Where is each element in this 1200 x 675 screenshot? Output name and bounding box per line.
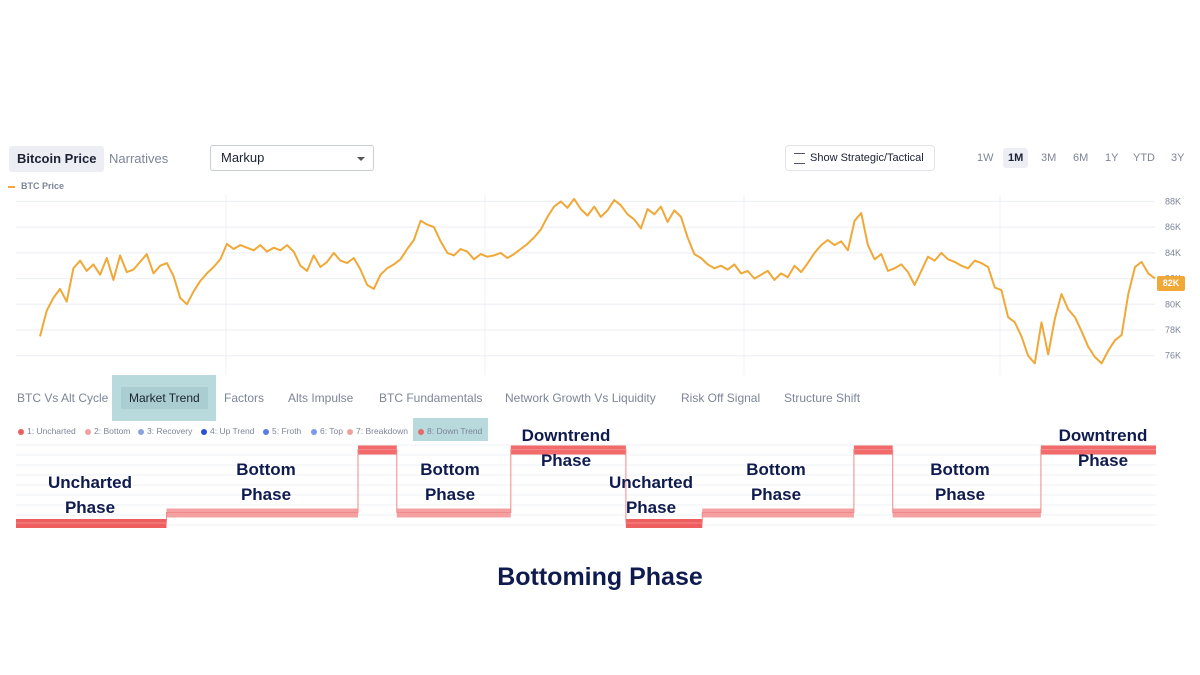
show-strategic-tactical-label: Show Strategic/Tactical: [810, 152, 924, 164]
price-y-tick: 88K: [1165, 196, 1181, 206]
annotation-uncharted-phase-2: Uncharted Phase: [591, 470, 711, 520]
legend-item-breakdown[interactable]: 7: Breakdown: [347, 423, 408, 439]
tab-network-growth-vs-liquidity[interactable]: Network Growth Vs Liquidity: [505, 391, 656, 405]
range-1m-button[interactable]: 1M: [1003, 148, 1029, 168]
legend-item-top[interactable]: 6: Top: [311, 423, 343, 439]
legend-dot: [263, 428, 269, 435]
annotation-bottom-phase-3: Bottom Phase: [716, 457, 836, 507]
legend-label: 6: Top: [320, 426, 344, 436]
price-y-tick: 76K: [1165, 351, 1181, 361]
annotation-line2: Phase: [64, 498, 116, 517]
price-legend: BTC Price: [8, 181, 64, 191]
legend-item-bottom[interactable]: 2: Bottom: [85, 423, 130, 439]
legend-dot: [347, 428, 353, 435]
price-legend-label: BTC Price: [21, 181, 65, 191]
legend-dot: [18, 428, 24, 435]
legend-dot: [85, 428, 91, 435]
tab-btc-fundamentals[interactable]: BTC Fundamentals: [379, 391, 483, 405]
legend-label: 1: Uncharted: [27, 426, 76, 436]
annotation-line2: Phase: [540, 451, 592, 470]
price-y-tick: 78K: [1165, 325, 1181, 335]
annotation-line2: Phase: [934, 485, 986, 504]
annotation-downtrend-phase-2: Downtrend Phase: [1043, 423, 1163, 473]
legend-item-up-trend[interactable]: 4: Up Trend: [201, 423, 254, 439]
tab-alts-impulse[interactable]: Alts Impulse: [288, 391, 354, 405]
annotation-bottom-phase-2: Bottom Phase: [390, 457, 510, 507]
annotation-line1: Bottom: [746, 460, 806, 479]
legend-dot: [201, 428, 207, 435]
compare-icon: [794, 153, 805, 164]
chart-type-value: Markup: [221, 150, 265, 165]
legend-item-recovery[interactable]: 3: Recovery: [138, 423, 192, 439]
annotation-uncharted-phase-1: Uncharted Phase: [30, 470, 150, 520]
range-3m-button[interactable]: 3M: [1041, 152, 1057, 164]
annotation-line2: Phase: [424, 485, 476, 504]
price-y-tick: 80K: [1165, 299, 1181, 309]
annotation-line1: Uncharted: [47, 473, 133, 492]
annotation-line2: Phase: [1077, 451, 1129, 470]
legend-dot: [311, 428, 317, 435]
legend-item-uncharted[interactable]: 1: Uncharted: [18, 423, 76, 439]
annotation-line1: Bottom: [420, 460, 480, 479]
legend-label: 5: Froth: [272, 426, 302, 436]
annotation-line1: Bottom: [236, 460, 296, 479]
price-y-tick: 86K: [1165, 222, 1181, 232]
price-series-line: [39, 197, 1156, 365]
chevron-down-icon: [357, 157, 365, 161]
last-price-badge: 82K: [1157, 276, 1185, 291]
phase-step-line: [16, 449, 1156, 524]
tab-bitcoin-price[interactable]: Bitcoin Price: [9, 146, 105, 172]
tab-market-trend[interactable]: Market Trend: [121, 387, 208, 409]
tab-structure-shift[interactable]: Structure Shift: [784, 391, 861, 405]
legend-label: 7: Breakdown: [356, 426, 408, 436]
chart-type-select[interactable]: Markup: [210, 145, 374, 171]
annotation-line2: Phase: [625, 498, 677, 517]
show-strategic-tactical-button[interactable]: Show Strategic/Tactical: [785, 145, 935, 171]
annotation-line2: Phase: [240, 485, 292, 504]
tab-btc-vs-alt-cycle[interactable]: BTC Vs Alt Cycle: [17, 391, 109, 405]
annotation-line2: Phase: [750, 485, 802, 504]
legend-dot: [418, 428, 424, 435]
annotation-line1: Bottom: [930, 460, 990, 479]
annotation-bottom-phase-4: Bottom Phase: [900, 457, 1020, 507]
price-chart: 76K78K80K82K84K86K88K: [16, 195, 1181, 375]
legend-item-froth[interactable]: 5: Froth: [263, 423, 301, 439]
down-trend-legend-highlight: [413, 418, 488, 441]
legend-label: 3: Recovery: [147, 426, 193, 436]
legend-item-down-trend[interactable]: 8: Down Trend: [418, 423, 482, 439]
range-ytd-button[interactable]: YTD: [1133, 152, 1155, 164]
legend-label: 8: Down Trend: [427, 426, 483, 436]
price-y-tick: 84K: [1165, 248, 1181, 258]
price-legend-swatch: [8, 185, 15, 188]
range-1w-button[interactable]: 1W: [977, 152, 994, 164]
tab-risk-off-signal[interactable]: Risk Off Signal: [681, 391, 761, 405]
legend-label: 2: Bottom: [94, 426, 131, 436]
phase-grid: [16, 444, 1156, 526]
annotation-line1: Uncharted: [608, 473, 694, 492]
tab-narratives[interactable]: Narratives: [109, 151, 169, 166]
range-1y-button[interactable]: 1Y: [1105, 152, 1119, 164]
legend-dot: [138, 428, 144, 435]
annotation-line1: Downtrend: [1058, 426, 1148, 445]
annotation-line1: Downtrend: [521, 426, 611, 445]
annotation-bottom-phase-1: Bottom Phase: [206, 457, 326, 507]
price-grid: [16, 195, 1155, 375]
caption-title: Bottoming Phase: [497, 563, 703, 591]
legend-label: 4: Up Trend: [210, 426, 255, 436]
range-6m-button[interactable]: 6M: [1073, 152, 1089, 164]
tab-factors[interactable]: Factors: [224, 391, 265, 405]
annotation-downtrend-phase-1: Downtrend Phase: [506, 423, 626, 473]
market-trend-chart: [16, 444, 1156, 528]
range-3y-button[interactable]: 3Y: [1171, 152, 1185, 164]
